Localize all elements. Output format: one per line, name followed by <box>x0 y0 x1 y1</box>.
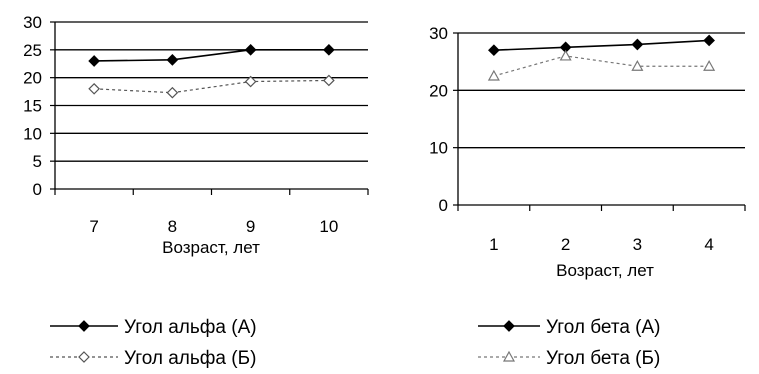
legend-marker <box>502 350 516 362</box>
data-point <box>244 43 257 56</box>
data-point <box>488 44 500 57</box>
series-line-1 <box>94 49 329 62</box>
legend-marker <box>503 320 515 332</box>
legend-label: Угол альфа (А) <box>124 317 257 338</box>
y-tick-label: 10 <box>23 124 42 143</box>
data-point <box>631 38 644 51</box>
legend-entry-2: Угол альфа (Б) <box>50 348 256 369</box>
x-tick-label: 7 <box>89 217 98 236</box>
chart-2: 0 10 20 30 1 2 3 4 Возраст, лет Угол бета (А) Угол… <box>429 24 746 369</box>
legend-marker <box>78 351 90 363</box>
x-tick-label: 9 <box>246 217 255 236</box>
data-point <box>323 43 335 56</box>
legend-entry-2: Угол бета (Б) <box>478 348 660 369</box>
y-tick-label: 10 <box>429 139 448 158</box>
data-point <box>703 60 716 71</box>
y-tick-label: 20 <box>429 81 448 100</box>
legend-entry-1: Угол бета (А) <box>478 317 661 338</box>
y-tick-label: 30 <box>429 24 448 43</box>
x-tick-label: 10 <box>319 217 338 236</box>
data-point <box>166 86 179 99</box>
legend-marker <box>78 320 90 332</box>
legend-label: Угол альфа (Б) <box>124 348 256 369</box>
data-point <box>703 34 715 47</box>
data-point <box>323 74 335 87</box>
y-tick-label: 0 <box>33 180 42 199</box>
series-line-2 <box>94 79 329 94</box>
x-tick-label: 2 <box>561 235 570 254</box>
legend-label: Угол бета (Б) <box>546 348 660 369</box>
series-line-1 <box>493 39 710 51</box>
x-tick-label: 4 <box>704 235 713 254</box>
x-tick-label: 1 <box>489 235 498 254</box>
series-line-2 <box>493 55 710 77</box>
legend-label: Угол бета (А) <box>546 317 661 338</box>
data-point <box>166 54 179 66</box>
y-tick-label: 15 <box>23 97 42 116</box>
data-point <box>559 49 572 61</box>
x-axis-label: Возраст, лет <box>162 238 260 257</box>
y-tick-label: 0 <box>439 196 448 215</box>
x-axis-label: Возраст, лет <box>556 261 654 280</box>
data-point <box>487 69 500 81</box>
x-tick-label: 8 <box>168 217 177 236</box>
legend-entry-1: Угол альфа (А) <box>50 317 257 338</box>
data-point <box>88 82 100 95</box>
y-tick-label: 30 <box>23 13 42 32</box>
data-point <box>244 75 257 88</box>
data-point <box>88 55 100 67</box>
y-tick-label: 25 <box>23 41 42 60</box>
y-tick-label: 20 <box>23 69 42 88</box>
data-point <box>631 60 644 71</box>
chart-1: 0 5 10 15 20 25 30 7 8 9 10 Возраст, лет Угол альфа … <box>23 13 369 369</box>
x-tick-label: 3 <box>633 235 642 254</box>
y-tick-label: 5 <box>33 152 42 171</box>
